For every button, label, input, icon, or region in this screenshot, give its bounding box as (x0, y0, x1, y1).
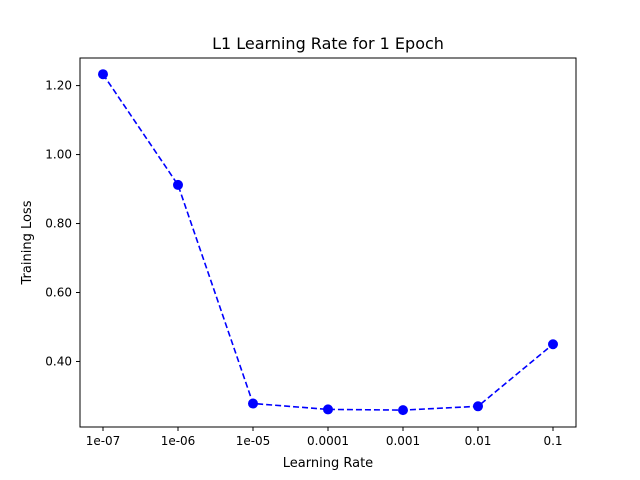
y-tick-label: 1.20 (45, 79, 72, 93)
x-tick-label: 0.01 (465, 434, 492, 448)
x-axis-ticks: 1e-07 1e-06 1e-05 0.0001 0.001 0.01 0.1 (86, 427, 563, 448)
data-point (323, 404, 333, 415)
x-tick-label: 1e-07 (86, 434, 121, 448)
y-tick-label: 1.00 (45, 148, 72, 162)
plot-area (79, 57, 577, 428)
x-tick-label: 0.001 (386, 434, 420, 448)
data-point (248, 398, 258, 409)
data-point (548, 339, 558, 350)
x-tick-label: 0.1 (543, 434, 562, 448)
x-tick-label: 0.0001 (307, 434, 349, 448)
y-axis-label: Training Loss (20, 200, 35, 285)
data-point (473, 401, 483, 412)
x-tick-label: 1e-05 (236, 434, 271, 448)
chart-title: L1 Learning Rate for 1 Epoch (212, 34, 444, 53)
y-axis-ticks: 0.40 0.60 0.80 1.00 1.20 (45, 79, 80, 368)
data-point (98, 69, 108, 80)
x-axis-label: Learning Rate (283, 456, 373, 471)
series-markers (98, 69, 558, 416)
y-tick-label: 0.80 (45, 217, 72, 231)
data-point (173, 179, 183, 190)
x-tick-label: 1e-06 (161, 434, 196, 448)
data-point (398, 405, 408, 416)
y-tick-label: 0.60 (45, 286, 72, 300)
y-tick-label: 0.40 (45, 354, 72, 368)
